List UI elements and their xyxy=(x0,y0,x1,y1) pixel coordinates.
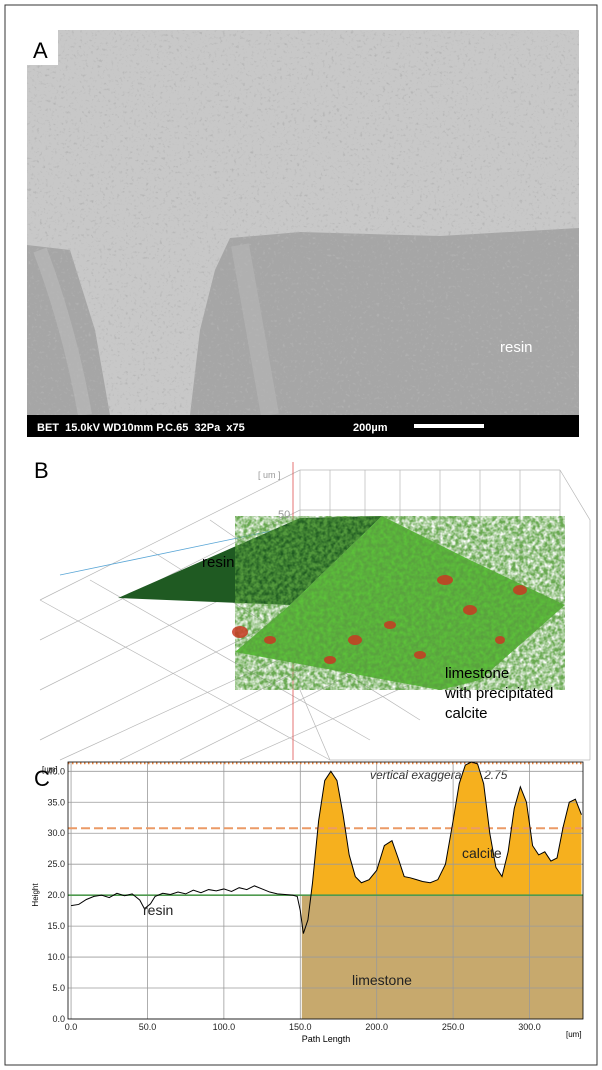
x-tick-label: 50.0 xyxy=(139,1022,157,1032)
info-text: BET 15.0kV WD10mm P.C.65 32Pa x75 xyxy=(37,422,245,434)
z-tick: 50 xyxy=(278,509,290,521)
axis-unit: [ um ] xyxy=(258,470,281,480)
x-tick-label: 250.0 xyxy=(442,1022,465,1032)
annotation: resin xyxy=(202,554,235,571)
annotation: with precipitated xyxy=(444,685,553,702)
y-tick-label: 15.0 xyxy=(47,921,65,931)
x-axis-title: Path Length xyxy=(302,1034,351,1044)
panel-label: B xyxy=(34,458,49,483)
x-tick-label: 200.0 xyxy=(365,1022,388,1032)
panel-label: A xyxy=(33,38,48,63)
y-axis-title: Height xyxy=(31,883,40,907)
figure: A resin BET 15.0kV WD10mm P.C.65 32Pa x7… xyxy=(0,0,602,1070)
region-label: calcite xyxy=(462,845,502,861)
x-tick-label: 300.0 xyxy=(518,1022,541,1032)
annotation: vertical exaggeration 2.75 xyxy=(370,768,508,782)
y-tick-label: 40.0 xyxy=(47,766,65,776)
y-tick-label: 35.0 xyxy=(47,797,65,807)
x-unit: [um] xyxy=(566,1030,582,1039)
sem-image xyxy=(27,30,579,415)
scale-text: 200µm xyxy=(353,422,388,434)
x-tick-label: 0.0 xyxy=(65,1022,78,1032)
annotation: resin xyxy=(500,339,533,356)
y-tick-label: 0.0 xyxy=(52,1014,65,1024)
y-tick-label: 25.0 xyxy=(47,859,65,869)
scale-bar xyxy=(414,424,484,428)
region-label: resin xyxy=(143,902,173,918)
y-tick-label: 20.0 xyxy=(47,890,65,900)
region-label: limestone xyxy=(352,972,412,988)
x-tick-label: 100.0 xyxy=(213,1022,236,1032)
y-tick-label: 30.0 xyxy=(47,828,65,838)
y-tick-label: 5.0 xyxy=(52,983,65,993)
annotation: calcite xyxy=(445,705,488,722)
annotation: limestone xyxy=(445,665,509,682)
x-tick-label: 150.0 xyxy=(289,1022,312,1032)
y-tick-label: 10.0 xyxy=(47,952,65,962)
